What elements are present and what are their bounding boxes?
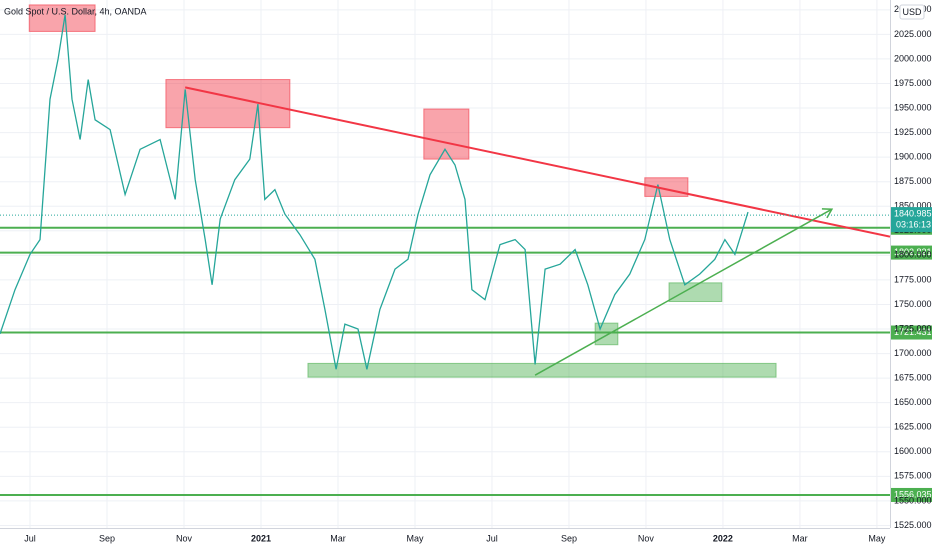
y-tick-label: 1800.000 [894, 250, 932, 260]
level-label: 1556.035 [894, 489, 932, 499]
zone [668, 282, 723, 303]
y-tick-label: 1700.000 [894, 348, 932, 358]
x-tick-label: Nov [176, 533, 193, 543]
x-tick-label: May [406, 533, 424, 543]
y-tick-label: 2025.000 [894, 29, 932, 39]
x-tick-label: Sep [561, 533, 577, 543]
x-tick-label: Nov [638, 533, 655, 543]
last-price-label: 1840.985 [894, 208, 932, 218]
level-label-box [891, 245, 932, 260]
y-tick-label: 1625.000 [894, 422, 932, 432]
x-tick-label: May [868, 533, 886, 543]
y-tick-label: 1525.000 [894, 520, 932, 530]
y-tick-label: 1575.000 [894, 471, 932, 481]
y-tick-label: 1975.000 [894, 78, 932, 88]
currency[interactable]: USD [902, 7, 922, 17]
y-tick-label: 1950.000 [894, 102, 932, 112]
y-tick-label: 2000.000 [894, 53, 932, 63]
zone [594, 322, 619, 346]
x-tick-label: 2021 [251, 533, 271, 543]
y-tick-label: 1725.000 [894, 323, 932, 333]
x-tick-label: Jul [24, 533, 36, 543]
level-label: 1721.431 [894, 327, 932, 337]
y-tick-label: 1900.000 [894, 152, 932, 162]
trend-line [534, 208, 833, 376]
x-tick-label: Sep [99, 533, 115, 543]
y-tick-label: 1550.000 [894, 495, 932, 505]
countdown-label: 03:16:13 [896, 219, 931, 229]
x-tick-label: Jul [486, 533, 498, 543]
y-tick-label: 1875.000 [894, 176, 932, 186]
y-tick-label: 1600.000 [894, 446, 932, 456]
x-tick-label: 2022 [713, 533, 733, 543]
zone [28, 4, 96, 32]
level-label-box [891, 487, 932, 502]
level-label-box [891, 325, 932, 340]
y-tick-label: 1650.000 [894, 397, 932, 407]
chart-title: Gold Spot / U.S. Dollar, 4h, OANDA [4, 6, 147, 16]
y-tick-label: 1675.000 [894, 373, 932, 383]
x-tick-label: Mar [330, 533, 346, 543]
level-label: 1802.821 [894, 247, 932, 257]
currency-box[interactable] [899, 4, 925, 20]
trend-line [184, 86, 891, 238]
y-tick-label: 1925.000 [894, 127, 932, 137]
last-price-box [891, 207, 932, 233]
x-tick-label: Mar [792, 533, 808, 543]
zone [307, 362, 777, 378]
y-tick-label: 1750.000 [894, 299, 932, 309]
y-tick-label: 1850.000 [894, 201, 932, 211]
y-tick-label: 1775.000 [894, 274, 932, 284]
price-line [0, 14, 749, 370]
